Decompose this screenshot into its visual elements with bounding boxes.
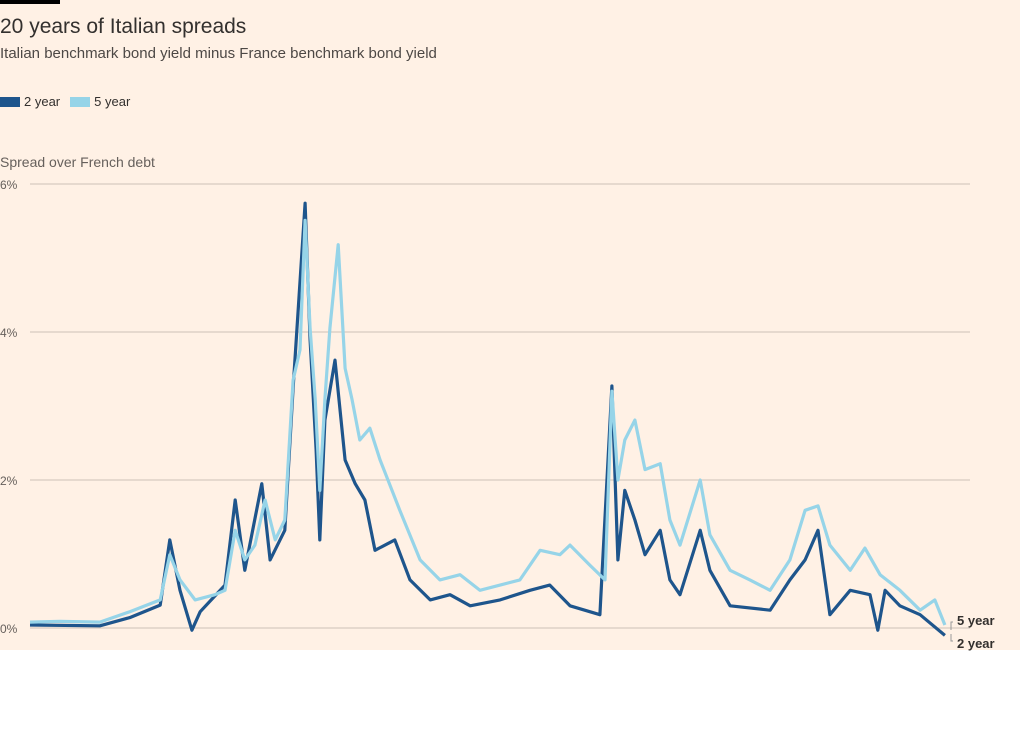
y-tick-label: 0% bbox=[0, 622, 18, 636]
label-connector bbox=[950, 621, 953, 630]
legend-label: 5 year bbox=[94, 94, 131, 109]
end-label-5-year: 5 year bbox=[957, 613, 995, 628]
brand-bar bbox=[0, 0, 60, 4]
legend-label: 2 year bbox=[24, 94, 61, 109]
legend-swatch bbox=[0, 96, 20, 107]
y-tick-label: 4% bbox=[0, 326, 18, 340]
y-axis-title: Spread over French debt bbox=[0, 154, 155, 170]
series-line-5-year bbox=[29, 218, 947, 626]
chart-subtitle: Italian benchmark bond yield minus Franc… bbox=[0, 45, 437, 62]
label-connector bbox=[950, 634, 953, 642]
legend-item-2-year: 2 year bbox=[0, 94, 60, 109]
end-label-2-year: 2 year bbox=[957, 636, 995, 651]
legend-item-5-year: 5 year bbox=[70, 94, 130, 109]
legend-swatch bbox=[70, 96, 91, 107]
legend: 2 year 5 year bbox=[0, 94, 130, 109]
y-tick-label: 6% bbox=[0, 178, 18, 192]
y-tick-label: 2% bbox=[0, 474, 18, 488]
series-line-2-year bbox=[29, 201, 946, 637]
chart-title: 20 years of Italian spreads bbox=[0, 15, 247, 38]
